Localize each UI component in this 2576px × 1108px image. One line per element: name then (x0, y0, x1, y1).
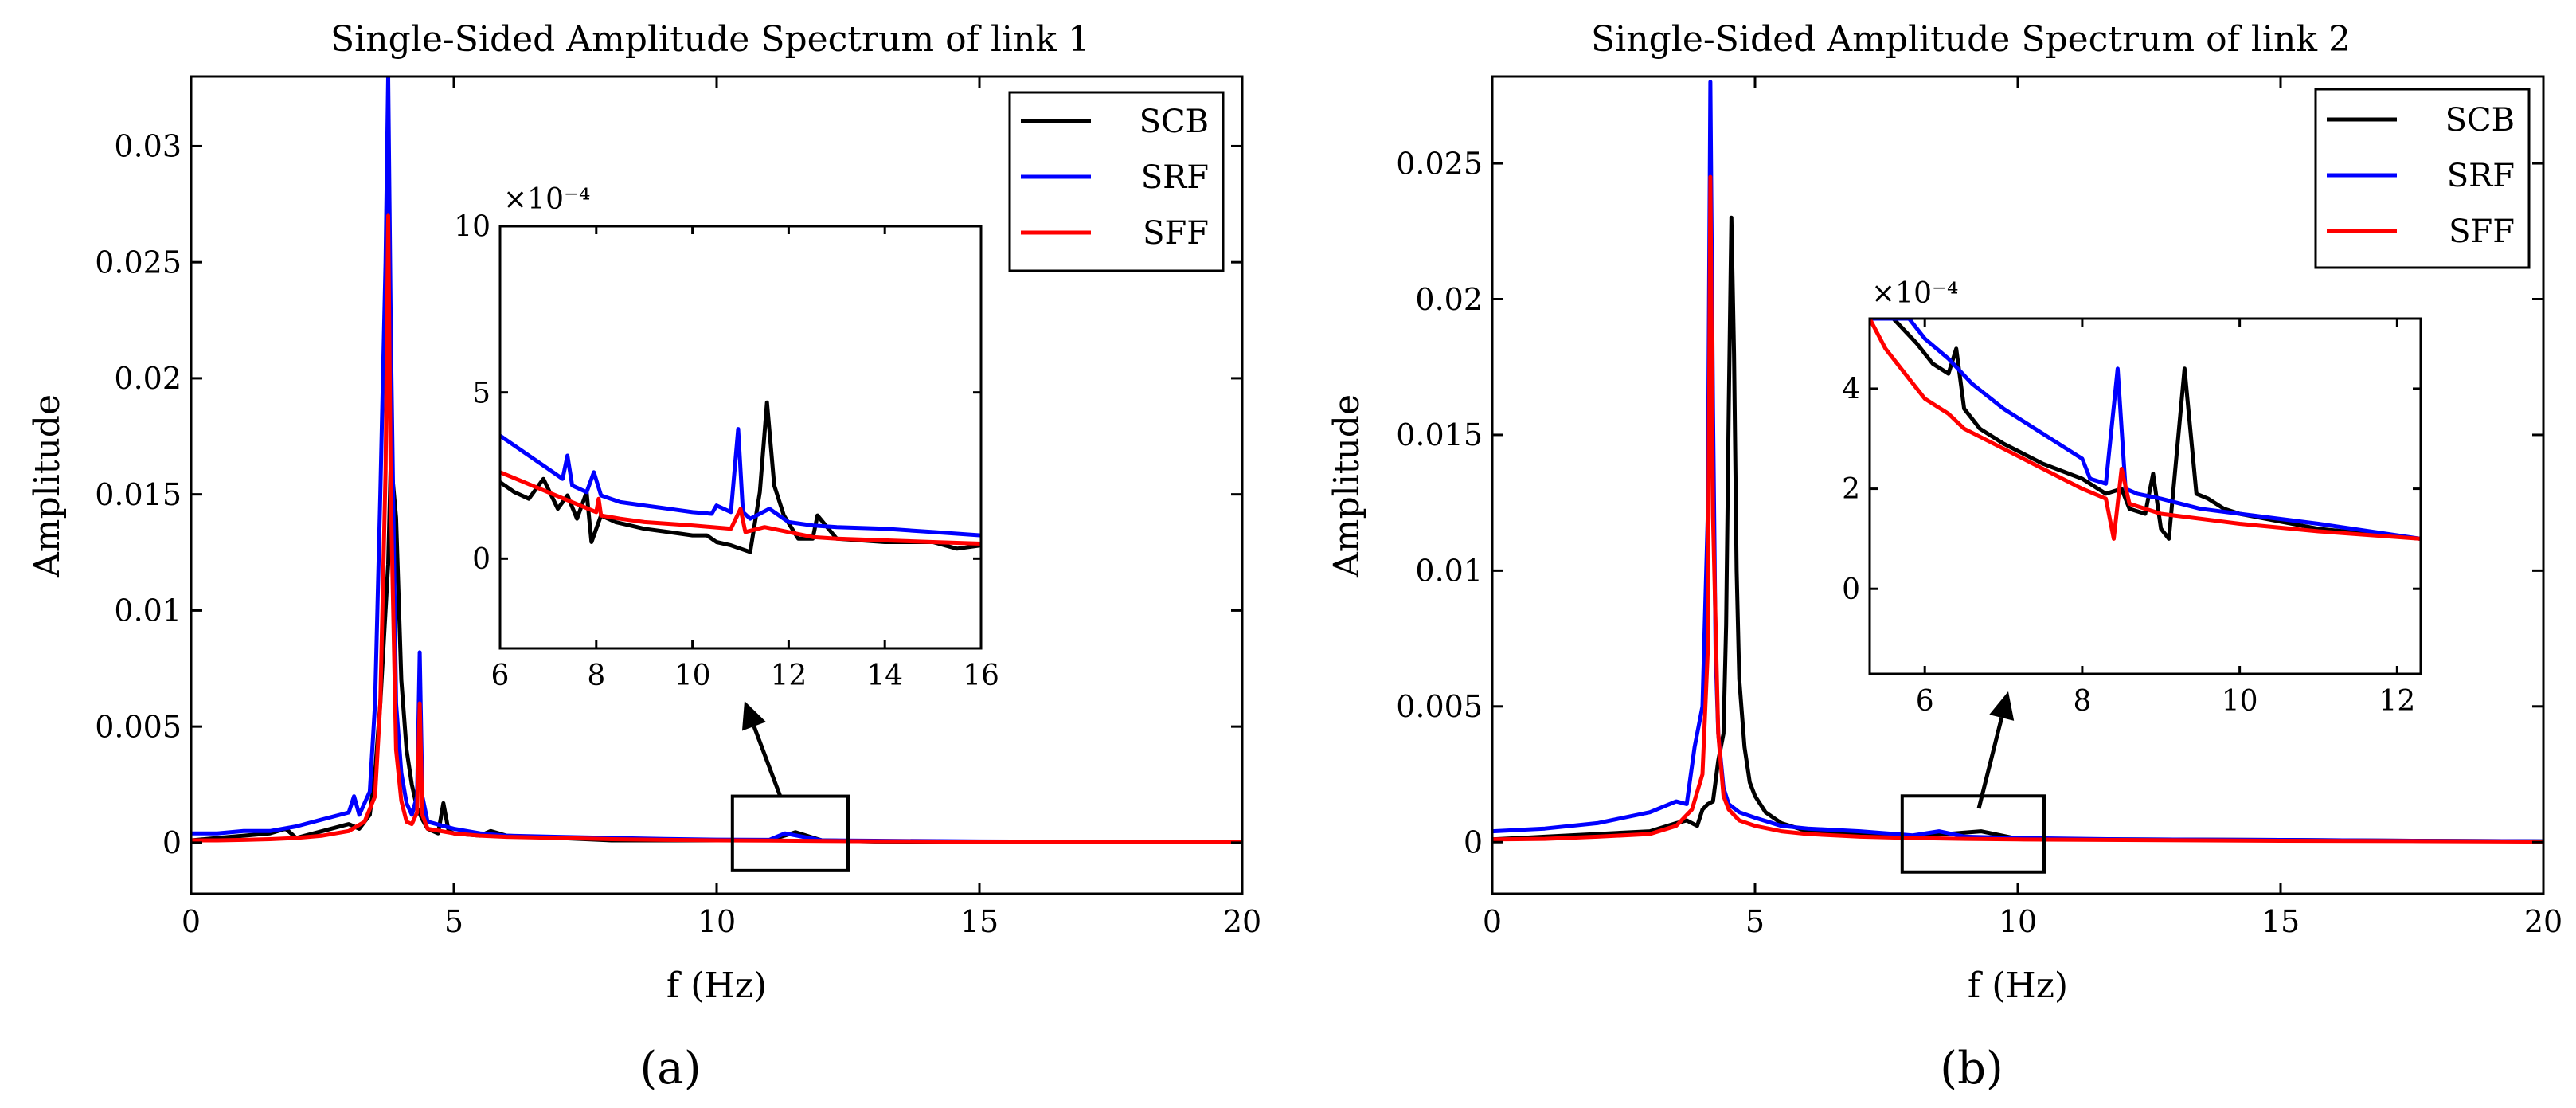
panel-a-legend-label-sff: SFF (1143, 215, 1209, 252)
panel-a-inset-plot-area (500, 400, 981, 554)
panel-a-legend-label-scb: SCB (1139, 104, 1209, 140)
panel-b-inset-ytick-label: 2 (1842, 473, 1860, 506)
panel-b-title: Single-Sided Amplitude Spectrum of link … (1591, 19, 2351, 60)
panel-b: Single-Sided Amplitude Spectrum of link … (1327, 19, 2562, 1094)
panel-b-zoom-arrow-head (1989, 691, 2015, 721)
panel-a-inset-xtick-label: 14 (866, 660, 903, 692)
panel-b-ytick-label: 0 (1464, 825, 1483, 860)
panel-a-legend-label-srf: SRF (1141, 159, 1209, 196)
panel-a-label: (a) (639, 1043, 701, 1094)
panel-a-inset-ytick-label: 5 (472, 377, 491, 409)
panel-a-ylabel: Amplitude (27, 394, 68, 578)
panel-b-inset: 6 8 10 12 0 2 4 ×10⁻⁴ (1842, 277, 2422, 718)
panel-a-inset-series-group (500, 400, 981, 554)
panel-b-label: (b) (1940, 1043, 2003, 1094)
panel-b-xtick-label: 5 (1745, 904, 1765, 939)
panel-b-legend-label-srf: SRF (2447, 158, 2515, 194)
panel-b-inset-ytick-label: 4 (1842, 374, 1860, 406)
panel-a-plot-area (191, 76, 1242, 844)
panel-b-legend-label-sff: SFF (2449, 213, 2515, 250)
panel-a-inset-series-sff (500, 470, 981, 546)
panel-a-legend: SCB SRF SFF (1008, 91, 1225, 272)
panel-b-zoom-arrow-shaft (1976, 717, 2004, 809)
panel-b-ytick-label: 0.005 (1396, 689, 1483, 724)
panel-b-plot-area (1492, 80, 2543, 844)
panel-a-zoom-box (730, 794, 850, 872)
panel-a-title: Single-Sided Amplitude Spectrum of link … (330, 19, 1090, 60)
panel-b-zoom-indicator (1900, 691, 2046, 874)
panel-b-inset-plot-area (1870, 319, 2421, 541)
panel-b-inset-xtick-label: 6 (1916, 685, 1934, 718)
panel-a-inset-xtick-label: 10 (674, 660, 711, 692)
panel-a-xtick-label: 0 (182, 904, 201, 939)
panel-b-legend-label-scb: SCB (2445, 102, 2515, 139)
panel-b-series-sff (1492, 174, 2543, 844)
panel-b-inset-box (1868, 317, 2422, 675)
panel-a-xtick-label: 10 (698, 904, 736, 939)
panel-b-inset-series-srf (1870, 319, 2421, 541)
panel-b-inset-series-sff (1870, 319, 2421, 541)
panel-a-ytick-label: 0.03 (114, 129, 182, 164)
panel-b-ylabel: Amplitude (1327, 394, 1367, 578)
panel-a-zoom-arrow-head (741, 701, 766, 731)
panel-b-inset-series-scb (1870, 319, 2421, 541)
panel-a-inset-series-srf (500, 427, 981, 538)
panel-a-xtick-label: 20 (1223, 904, 1261, 939)
panel-a-inset-exponent: ×10⁻⁴ (503, 183, 590, 216)
panel-a-ytick-label: 0.005 (95, 709, 182, 744)
panel-b-xtick-label: 15 (2261, 904, 2300, 939)
panel-a-inset: 6 8 10 12 14 16 0 5 10 ×10⁻⁴ (454, 183, 999, 692)
panel-a-inset-xtick-label: 12 (770, 660, 807, 692)
panel-a-inset-ticks: 6 8 10 12 14 16 0 5 10 (454, 211, 999, 692)
panel-b-ytick-label: 0.02 (1415, 282, 1483, 317)
panel-a-ytick-label: 0.02 (114, 361, 182, 396)
panel-a-series-group (191, 76, 1242, 844)
panel-a-ytick-label: 0.015 (95, 477, 182, 512)
panel-a-ytick-label: 0.025 (95, 245, 182, 280)
panel-a-ytick-label: 0 (162, 825, 182, 860)
panel-b-inset-xtick-label: 8 (2073, 685, 2091, 718)
panel-b-inset-series-group (1870, 319, 2421, 541)
panel-a-inset-ytick-label: 10 (454, 211, 491, 244)
panel-a-ytick-label: 0.01 (114, 593, 182, 628)
panel-b-xtick-label: 20 (2524, 904, 2562, 939)
panel-b-inset-ytick-label: 0 (1842, 574, 1860, 606)
panel-a-series-sff (191, 213, 1242, 844)
panel-b-ytick-label: 0.015 (1396, 417, 1483, 452)
panel-b-inset-xtick-label: 12 (2379, 685, 2415, 718)
panel-a-zoom-arrow-shaft (752, 725, 783, 797)
panel-a-xtick-label: 15 (960, 904, 999, 939)
panel-b-series-scb (1492, 215, 2543, 844)
panel-b-zoom-box (1900, 794, 2046, 874)
panel-a-xlabel: f (Hz) (666, 965, 767, 1006)
panel-b-inset-xtick-label: 10 (2222, 685, 2258, 718)
panel-a-ticks: 0 5 10 15 20 0 0.005 0.01 0.015 0.02 0.025 0.03 (95, 76, 1261, 939)
panel-b-xtick-label: 10 (1999, 904, 2037, 939)
panel-a-zoom-indicator (730, 701, 850, 872)
panel-b-xtick-label: 0 (1483, 904, 1502, 939)
panel-b-xlabel: f (Hz) (1968, 965, 2068, 1006)
panel-a-inset-ytick-label: 0 (472, 543, 491, 576)
panel-b-ytick-label: 0.01 (1415, 554, 1483, 589)
panel-b-inset-ticks: 6 8 10 12 0 2 4 (1842, 319, 2421, 718)
panel-a-inset-box (498, 225, 983, 650)
panel-a-inset-xtick-label: 8 (587, 660, 605, 692)
panel-a: Single-Sided Amplitude Spectrum of link … (27, 19, 1261, 1094)
panel-b-inset-exponent: ×10⁻⁴ (1871, 277, 1958, 310)
panel-b-series-group (1492, 80, 2543, 844)
panel-a-inset-xtick-label: 6 (491, 660, 510, 692)
panel-b-legend: SCB SRF SFF (2314, 88, 2531, 269)
panel-a-xtick-label: 5 (444, 904, 463, 939)
panel-b-ytick-label: 0.025 (1396, 146, 1483, 181)
panel-a-inset-xtick-label: 16 (963, 660, 999, 692)
